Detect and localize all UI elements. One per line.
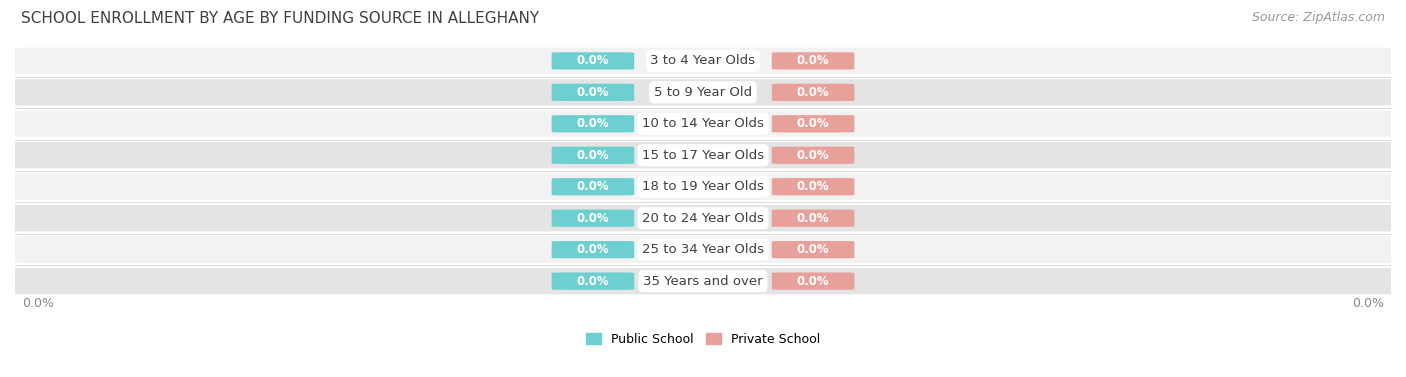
Text: 0.0%: 0.0% bbox=[797, 54, 830, 67]
Text: 25 to 34 Year Olds: 25 to 34 Year Olds bbox=[643, 243, 763, 256]
FancyBboxPatch shape bbox=[0, 48, 1406, 74]
FancyBboxPatch shape bbox=[551, 115, 634, 132]
Text: 0.0%: 0.0% bbox=[797, 117, 830, 130]
Text: 0.0%: 0.0% bbox=[576, 180, 609, 193]
FancyBboxPatch shape bbox=[0, 236, 1406, 263]
FancyBboxPatch shape bbox=[551, 147, 634, 164]
Text: 0.0%: 0.0% bbox=[797, 86, 830, 99]
Text: 0.0%: 0.0% bbox=[576, 212, 609, 225]
FancyBboxPatch shape bbox=[772, 115, 855, 132]
FancyBboxPatch shape bbox=[0, 110, 1406, 137]
Text: 0.0%: 0.0% bbox=[797, 212, 830, 225]
Text: 3 to 4 Year Olds: 3 to 4 Year Olds bbox=[651, 54, 755, 67]
FancyBboxPatch shape bbox=[551, 84, 634, 101]
FancyBboxPatch shape bbox=[551, 273, 634, 290]
FancyBboxPatch shape bbox=[0, 142, 1406, 169]
FancyBboxPatch shape bbox=[772, 84, 855, 101]
FancyBboxPatch shape bbox=[772, 52, 855, 69]
Text: 0.0%: 0.0% bbox=[797, 149, 830, 162]
FancyBboxPatch shape bbox=[772, 178, 855, 195]
Text: 0.0%: 0.0% bbox=[576, 117, 609, 130]
Text: 5 to 9 Year Old: 5 to 9 Year Old bbox=[654, 86, 752, 99]
Text: 0.0%: 0.0% bbox=[797, 243, 830, 256]
Text: 0.0%: 0.0% bbox=[576, 274, 609, 288]
Text: SCHOOL ENROLLMENT BY AGE BY FUNDING SOURCE IN ALLEGHANY: SCHOOL ENROLLMENT BY AGE BY FUNDING SOUR… bbox=[21, 11, 540, 26]
Text: 0.0%: 0.0% bbox=[576, 149, 609, 162]
Legend: Public School, Private School: Public School, Private School bbox=[586, 333, 820, 346]
FancyBboxPatch shape bbox=[772, 273, 855, 290]
Text: 0.0%: 0.0% bbox=[1353, 297, 1384, 310]
FancyBboxPatch shape bbox=[0, 205, 1406, 231]
FancyBboxPatch shape bbox=[772, 241, 855, 258]
Text: 0.0%: 0.0% bbox=[22, 297, 53, 310]
Text: 18 to 19 Year Olds: 18 to 19 Year Olds bbox=[643, 180, 763, 193]
Text: 0.0%: 0.0% bbox=[797, 274, 830, 288]
FancyBboxPatch shape bbox=[772, 210, 855, 227]
Text: 0.0%: 0.0% bbox=[797, 180, 830, 193]
FancyBboxPatch shape bbox=[0, 79, 1406, 106]
Text: 0.0%: 0.0% bbox=[576, 243, 609, 256]
FancyBboxPatch shape bbox=[0, 173, 1406, 200]
Text: Source: ZipAtlas.com: Source: ZipAtlas.com bbox=[1251, 11, 1385, 24]
FancyBboxPatch shape bbox=[551, 241, 634, 258]
Text: 15 to 17 Year Olds: 15 to 17 Year Olds bbox=[643, 149, 763, 162]
Text: 0.0%: 0.0% bbox=[576, 54, 609, 67]
Text: 0.0%: 0.0% bbox=[576, 86, 609, 99]
FancyBboxPatch shape bbox=[551, 52, 634, 69]
FancyBboxPatch shape bbox=[772, 147, 855, 164]
FancyBboxPatch shape bbox=[551, 210, 634, 227]
Text: 10 to 14 Year Olds: 10 to 14 Year Olds bbox=[643, 117, 763, 130]
FancyBboxPatch shape bbox=[551, 178, 634, 195]
Text: 20 to 24 Year Olds: 20 to 24 Year Olds bbox=[643, 212, 763, 225]
Text: 35 Years and over: 35 Years and over bbox=[643, 274, 763, 288]
FancyBboxPatch shape bbox=[0, 268, 1406, 294]
